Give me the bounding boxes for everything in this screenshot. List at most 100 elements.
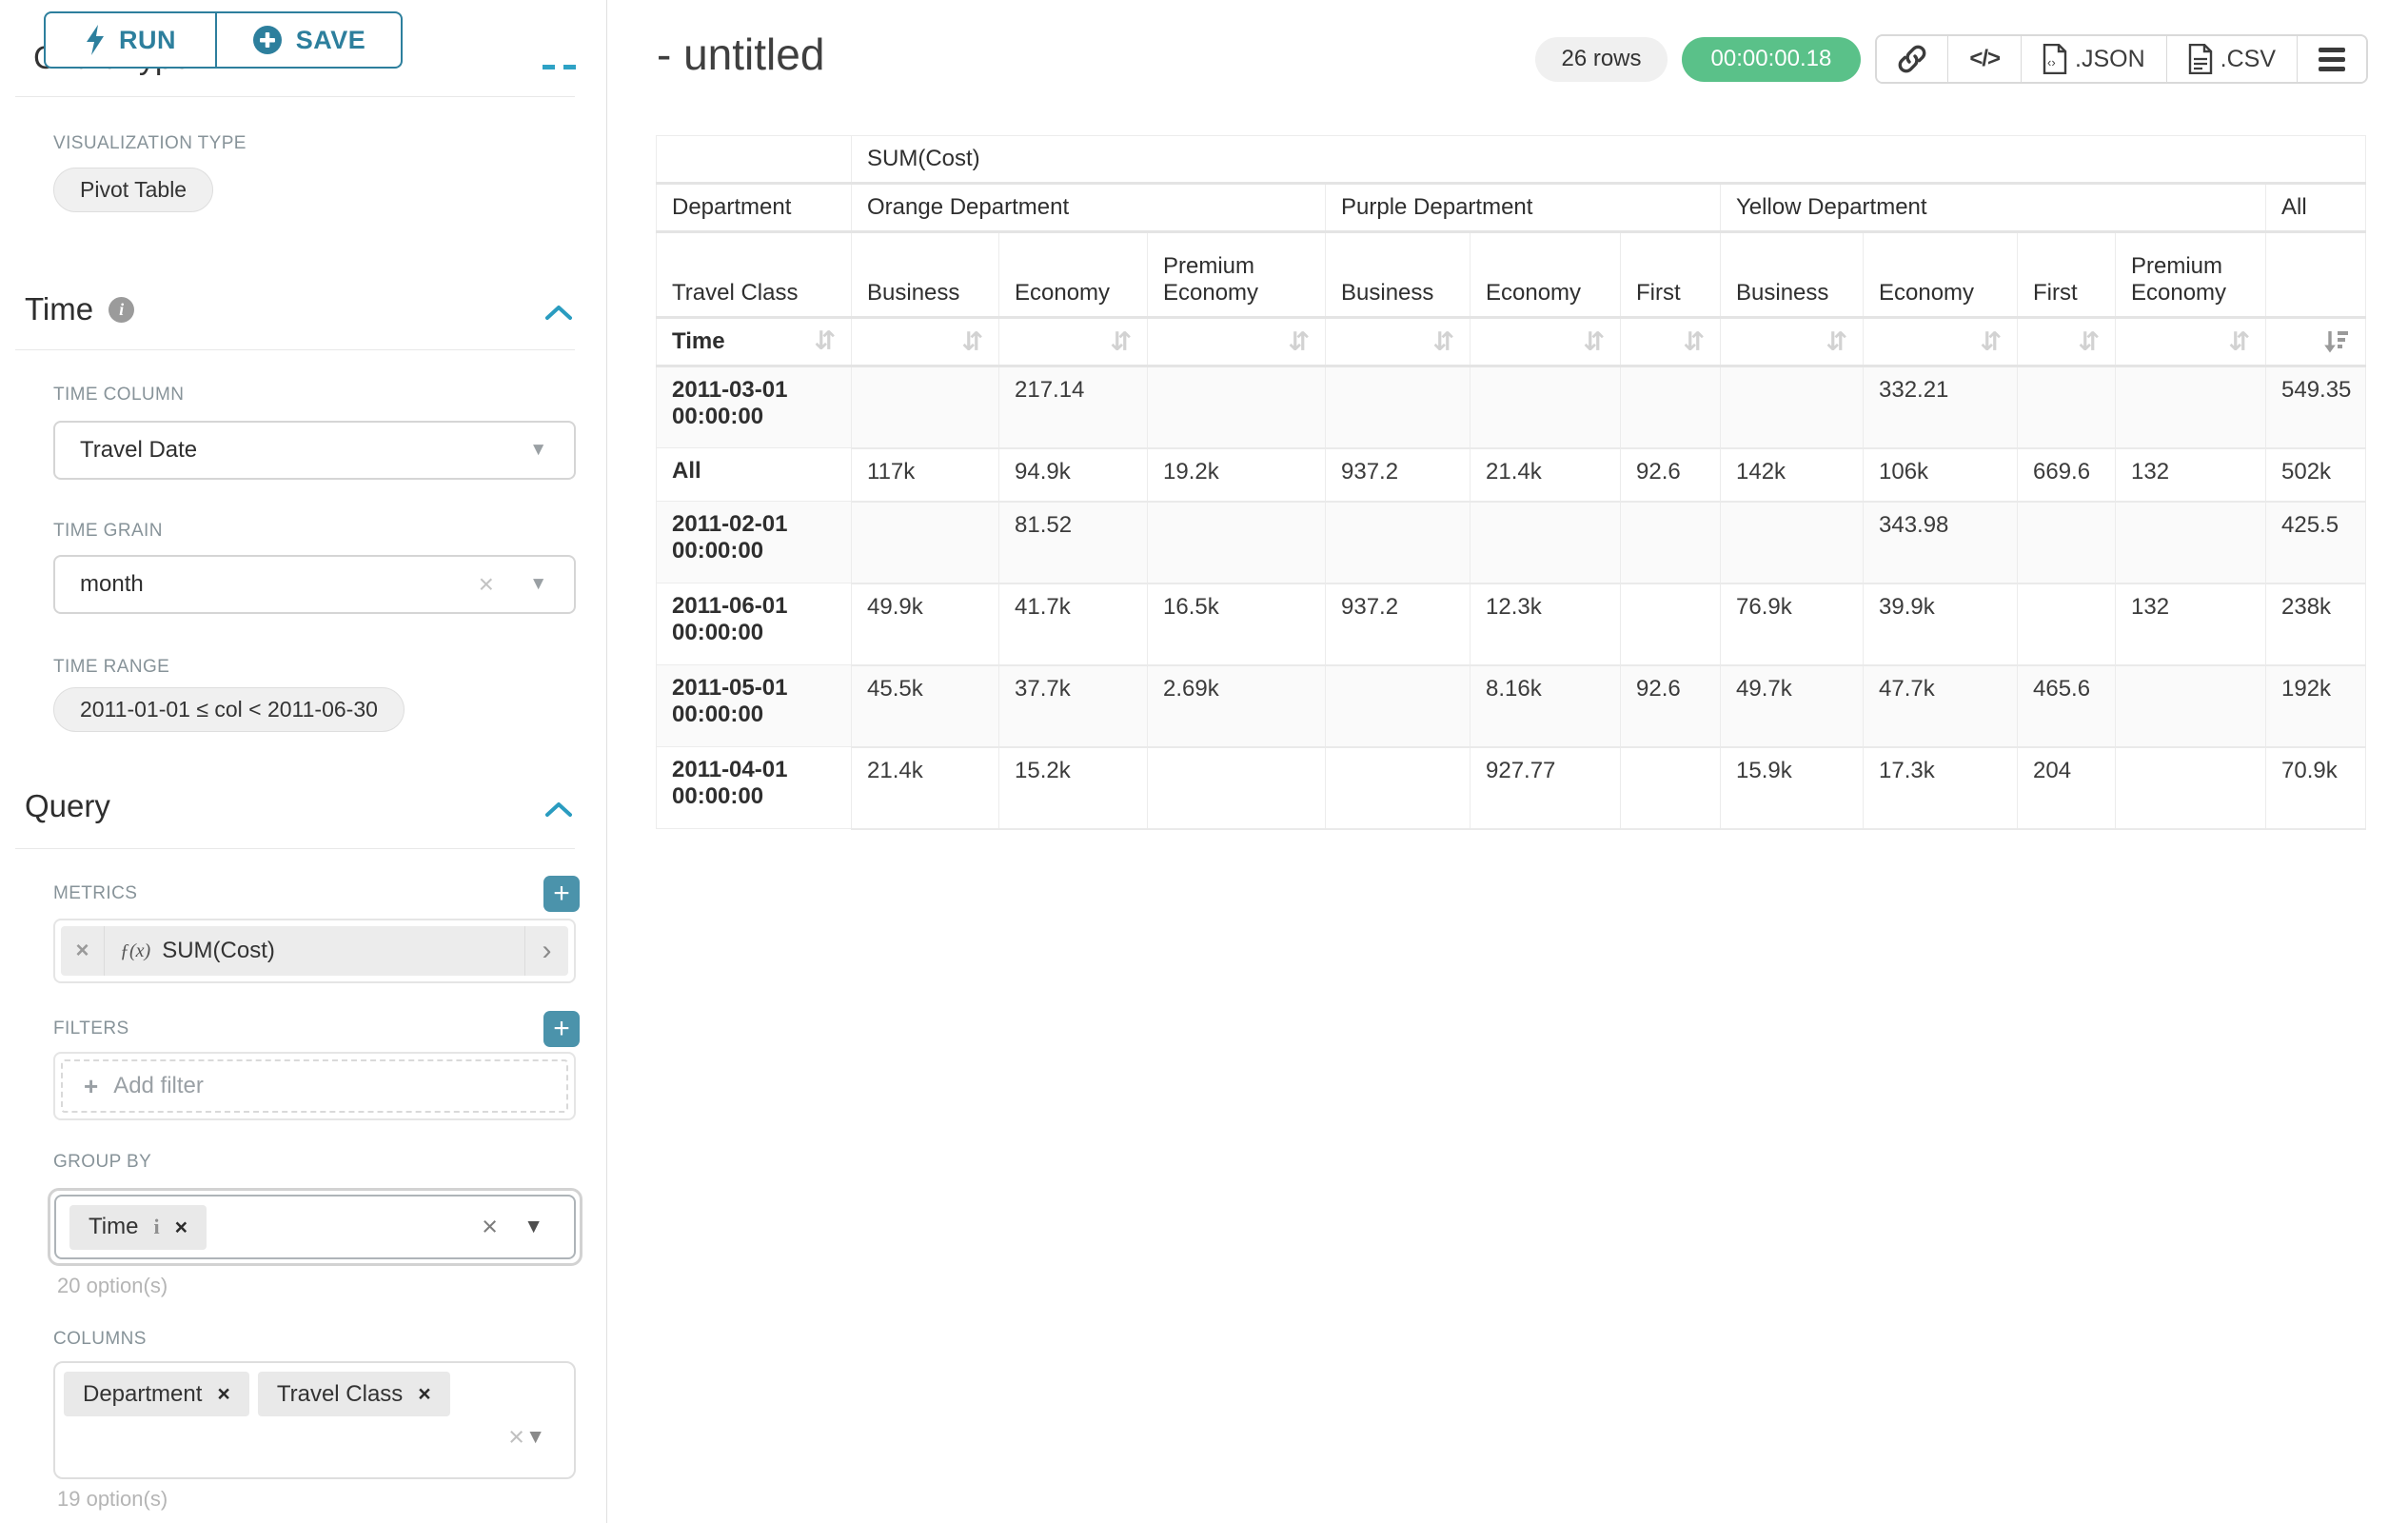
control-panel-sidebar: Chart Type RUN SAVE VISUALIZATION TYPE P…	[0, 0, 607, 1523]
clipped-teal-icon	[543, 65, 555, 69]
visualization-type-pill[interactable]: Pivot Table	[53, 168, 213, 212]
hamburger-icon	[2319, 48, 2345, 71]
time-range-pill[interactable]: 2011-01-01 ≤ col < 2011-06-30	[53, 687, 405, 732]
svg-text:‹›: ‹›	[2047, 55, 2056, 69]
collapse-chevron-icon[interactable]	[544, 303, 573, 322]
clear-icon[interactable]: ×	[479, 569, 494, 600]
share-link-button[interactable]	[1877, 36, 1947, 82]
column-sort-header[interactable]: ⇵	[1864, 318, 2018, 366]
chevron-down-icon[interactable]: ▼	[525, 1426, 545, 1449]
remove-tag-icon[interactable]: ×	[217, 1381, 229, 1407]
time-sort-header[interactable]: Time ⇵	[657, 318, 852, 366]
time-grain-label: TIME GRAIN	[53, 521, 163, 542]
value-cell: 8.16k	[1470, 665, 1621, 747]
pivot-subcolumn-header: Economy	[999, 232, 1148, 318]
value-cell: 70.9k	[2266, 747, 2366, 829]
clear-icon[interactable]: ×	[508, 1422, 524, 1454]
link-icon	[1898, 45, 1926, 73]
value-cell: 192k	[2266, 665, 2366, 747]
save-button[interactable]: SAVE	[215, 11, 403, 69]
group-by-select[interactable]: Time i × × ▼	[48, 1188, 582, 1266]
value-cell: 94.9k	[999, 448, 1148, 502]
chevron-down-icon[interactable]: ▼	[529, 574, 547, 595]
pivot-col-group-header: Purple Department	[1326, 184, 1721, 232]
value-cell: 238k	[2266, 583, 2366, 665]
column-sort-header[interactable]	[2266, 318, 2366, 366]
travel-class-header-row: Travel Class BusinessEconomyPremium Econ…	[657, 232, 2366, 318]
value-cell: 37.7k	[999, 665, 1148, 747]
chevron-down-icon[interactable]: ▼	[523, 1216, 543, 1238]
value-cell: 49.9k	[852, 583, 999, 665]
collapse-chevron-icon[interactable]	[544, 800, 573, 819]
value-cell: 669.6	[2018, 448, 2116, 502]
remove-tag-icon[interactable]: ×	[175, 1215, 188, 1240]
chevron-down-icon[interactable]: ▼	[529, 440, 547, 461]
pivot-subcolumn-header: First	[1621, 232, 1721, 318]
chart-title[interactable]: - untitled	[657, 29, 824, 80]
column-sort-header[interactable]: ⇵	[852, 318, 999, 366]
value-cell	[2116, 665, 2266, 747]
columns-tag-travel-class: Travel Class ×	[258, 1372, 450, 1416]
value-cell: 142k	[1721, 448, 1864, 502]
add-filter-button[interactable]: + Add filter	[61, 1059, 568, 1113]
clear-icon[interactable]: ×	[482, 1212, 498, 1243]
add-metric-button[interactable]: +	[543, 876, 580, 912]
value-cell: 549.35	[2266, 366, 2366, 448]
value-cell	[1621, 583, 1721, 665]
tag-label: Department	[83, 1381, 202, 1408]
add-filter-plus-button[interactable]: +	[543, 1011, 580, 1047]
value-cell	[1148, 502, 1326, 583]
value-cell: 15.9k	[1721, 747, 1864, 829]
export-json-button[interactable]: ‹› .JSON	[2021, 36, 2166, 82]
sort-icon: ⇵	[1683, 329, 1705, 355]
group-by-tag-time: Time i ×	[69, 1205, 207, 1250]
value-cell: 132	[2116, 583, 2266, 665]
value-cell	[1326, 366, 1470, 448]
sort-icon: ⇵	[814, 328, 836, 354]
value-cell: 81.52	[999, 502, 1148, 583]
filters-box: + Add filter	[53, 1052, 576, 1120]
column-sort-header[interactable]: ⇵	[999, 318, 1148, 366]
sort-icon: ⇵	[2078, 329, 2100, 355]
time-column-select[interactable]: Travel Date ▼	[53, 421, 576, 480]
run-button[interactable]: RUN	[44, 11, 217, 69]
metric-item[interactable]: × ƒ(x) SUM(Cost) ›	[61, 926, 568, 976]
columns-select[interactable]: Department × Travel Class × × ▼	[53, 1361, 576, 1479]
pivot-subcolumn-header: Premium Economy	[2116, 232, 2266, 318]
value-cell	[1721, 502, 1864, 583]
sort-icon: ⇵	[1826, 329, 1847, 355]
chevron-right-icon[interactable]: ›	[524, 926, 568, 976]
menu-button[interactable]	[2297, 36, 2366, 82]
info-icon[interactable]: i	[153, 1215, 159, 1239]
remove-metric-icon[interactable]: ×	[61, 926, 105, 976]
column-sort-header[interactable]: ⇵	[1470, 318, 1621, 366]
column-sort-header[interactable]: ⇵	[1721, 318, 1864, 366]
value-cell: 332.21	[1864, 366, 2018, 448]
value-cell: 465.6	[2018, 665, 2116, 747]
table-row: All117k94.9k19.2k937.221.4k92.6142k106k6…	[657, 448, 2366, 502]
column-sort-header[interactable]: ⇵	[1621, 318, 1721, 366]
value-cell: 16.5k	[1148, 583, 1326, 665]
table-row: 2011-04-01 00:00:0021.4k15.2k927.7715.9k…	[657, 747, 2366, 829]
file-lines-icon	[2188, 44, 2213, 74]
column-sort-header[interactable]: ⇵	[2018, 318, 2116, 366]
query-actions: RUN SAVE	[44, 11, 403, 69]
column-sort-header[interactable]: ⇵	[1326, 318, 1470, 366]
time-grain-value: month	[80, 571, 144, 598]
export-csv-button[interactable]: .CSV	[2166, 36, 2297, 82]
value-cell: 204	[2018, 747, 2116, 829]
sort-icon: ⇵	[2228, 329, 2250, 355]
column-sort-header[interactable]: ⇵	[1148, 318, 1326, 366]
view-query-button[interactable]: </>	[1947, 36, 2021, 82]
column-sort-header[interactable]: ⇵	[2116, 318, 2266, 366]
remove-tag-icon[interactable]: ×	[418, 1381, 430, 1407]
sort-icon: ⇵	[1288, 329, 1310, 355]
add-filter-placeholder: Add filter	[113, 1073, 204, 1099]
csv-label: .CSV	[2220, 46, 2276, 73]
time-section-title: Time	[25, 291, 93, 327]
time-grain-select[interactable]: month × ▼	[53, 555, 576, 614]
info-icon[interactable]: i	[109, 297, 134, 323]
value-cell: 76.9k	[1721, 583, 1864, 665]
value-cell: 502k	[2266, 448, 2366, 502]
pivot-subcolumn-header: Business	[852, 232, 999, 318]
